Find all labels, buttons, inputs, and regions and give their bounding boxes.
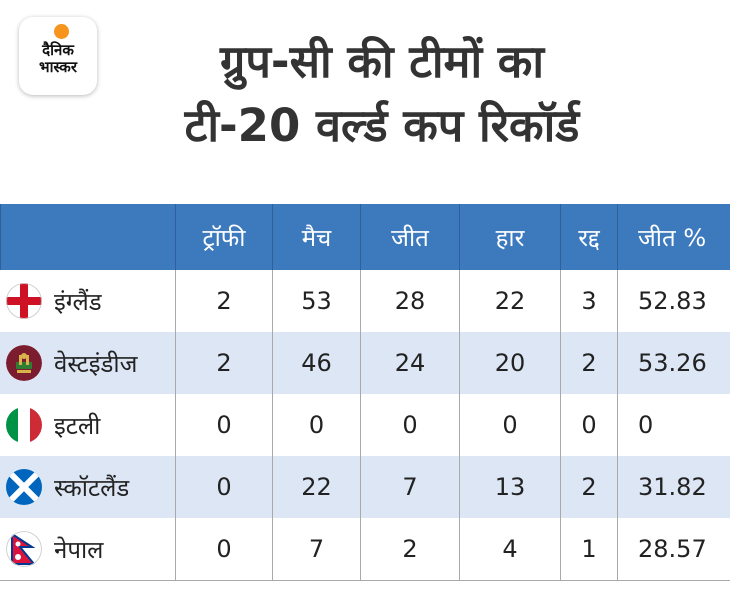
lost-cell: 0 xyxy=(459,394,560,456)
trophy-cell: 0 xyxy=(175,394,272,456)
scotland-flag-icon xyxy=(6,469,42,505)
table-row: वेस्टइंडीज 2 46 24 20 2 53.26 xyxy=(0,332,730,394)
team-cell: वेस्टइंडीज xyxy=(0,332,175,394)
won-cell: 7 xyxy=(360,456,459,518)
england-flag-icon xyxy=(6,283,42,319)
no-result-cell: 3 xyxy=(560,270,617,332)
won-cell: 24 xyxy=(360,332,459,394)
header-matches: मैच xyxy=(272,204,360,270)
logo-line-1: दैनिक xyxy=(42,41,74,59)
header-win-percent: जीत % xyxy=(617,204,730,270)
logo-line-2: भास्कर xyxy=(39,58,77,76)
table-row: नेपाल 0 7 2 4 1 28.57 xyxy=(0,518,730,580)
win-percent-cell: 52.83 xyxy=(617,270,730,332)
matches-cell: 46 xyxy=(272,332,360,394)
west-indies-flag-icon xyxy=(6,345,42,381)
team-cell: नेपाल xyxy=(0,518,175,580)
lost-cell: 20 xyxy=(459,332,560,394)
header-no-result: रद्द xyxy=(560,204,617,270)
no-result-cell: 1 xyxy=(560,518,617,580)
nepal-flag-icon xyxy=(6,531,42,567)
header-lost: हार xyxy=(459,204,560,270)
team-cell: इंग्लैंड xyxy=(0,270,175,332)
table-header-row: ट्रॉफी मैच जीत हार रद्द जीत % xyxy=(0,204,730,270)
team-cell: स्कॉटलैंड xyxy=(0,456,175,518)
table-row: इटली 0 0 0 0 0 0 xyxy=(0,394,730,456)
lost-cell: 4 xyxy=(459,518,560,580)
won-cell: 0 xyxy=(360,394,459,456)
team-name: इटली xyxy=(54,411,101,440)
team-name: वेस्टइंडीज xyxy=(54,349,138,378)
win-percent-cell: 31.82 xyxy=(617,456,730,518)
matches-cell: 22 xyxy=(272,456,360,518)
table-row: स्कॉटलैंड 0 22 7 13 2 31.82 xyxy=(0,456,730,518)
title-line-1: ग्रुप-सी की टीमों का xyxy=(219,35,545,88)
lost-cell: 13 xyxy=(459,456,560,518)
table-row: इंग्लैंड 2 53 28 22 3 52.83 xyxy=(0,270,730,332)
matches-cell: 7 xyxy=(272,518,360,580)
trophy-cell: 0 xyxy=(175,518,272,580)
win-percent-cell: 28.57 xyxy=(617,518,730,580)
trophy-cell: 2 xyxy=(175,332,272,394)
no-result-cell: 2 xyxy=(560,456,617,518)
header-team xyxy=(0,204,175,270)
trophy-cell: 0 xyxy=(175,456,272,518)
header-trophy: ट्रॉफी xyxy=(175,204,272,270)
team-name: नेपाल xyxy=(54,535,104,564)
trophy-cell: 2 xyxy=(175,270,272,332)
won-cell: 2 xyxy=(360,518,459,580)
title-line-2: टी-20 वर्ल्ड कप रिकॉर्ड xyxy=(184,99,580,152)
lost-cell: 22 xyxy=(459,270,560,332)
no-result-cell: 0 xyxy=(560,394,617,456)
team-name: इंग्लैंड xyxy=(54,287,102,316)
won-cell: 28 xyxy=(360,270,459,332)
no-result-cell: 2 xyxy=(560,332,617,394)
team-name: स्कॉटलैंड xyxy=(54,473,130,502)
table-bottom-divider xyxy=(0,580,730,581)
sun-icon xyxy=(54,24,69,39)
header-won: जीत xyxy=(360,204,459,270)
team-cell: इटली xyxy=(0,394,175,456)
records-table: ट्रॉफी मैच जीत हार रद्द जीत % इंग्लैंड 2… xyxy=(0,204,730,581)
win-percent-cell: 53.26 xyxy=(617,332,730,394)
win-percent-cell: 0 xyxy=(617,394,730,456)
page-title: ग्रुप-सी की टीमों का टी-20 वर्ल्ड कप रिक… xyxy=(112,30,652,158)
matches-cell: 0 xyxy=(272,394,360,456)
dainik-bhaskar-logo: दैनिक भास्कर xyxy=(19,17,97,95)
italy-flag-icon xyxy=(6,407,42,443)
matches-cell: 53 xyxy=(272,270,360,332)
